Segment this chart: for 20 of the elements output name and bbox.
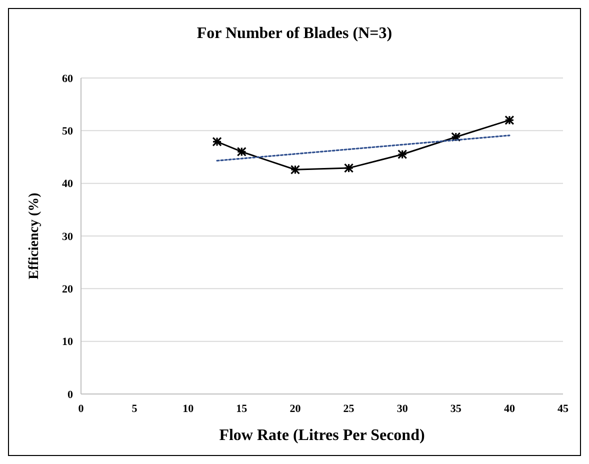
y-tick-label: 60 xyxy=(62,72,74,85)
y-tick-label: 30 xyxy=(62,230,74,243)
y-tick-label: 0 xyxy=(68,388,74,401)
x-tick-label: 15 xyxy=(236,403,248,415)
x-tick-label: 45 xyxy=(558,403,569,415)
x-tick-label: 35 xyxy=(450,403,462,415)
x-tick-label: 0 xyxy=(78,403,84,415)
y-tick-label: 10 xyxy=(62,336,74,348)
x-tick-label: 20 xyxy=(290,403,302,415)
chart-title: For Number of Blades (N=3) xyxy=(196,25,392,42)
y-axis-title: Efficiency (%) xyxy=(27,192,42,280)
y-tick-label: 40 xyxy=(62,178,74,190)
x-axis-title: Flow Rate (Litres Per Second) xyxy=(219,427,425,444)
x-tick-label: 40 xyxy=(504,403,516,415)
y-tick-label: 50 xyxy=(62,126,74,138)
y-tick-label: 20 xyxy=(62,284,74,296)
x-tick-label: 5 xyxy=(132,403,138,415)
x-tick-label: 30 xyxy=(396,403,408,415)
x-tick-label: 10 xyxy=(182,403,194,415)
x-tick-label: 25 xyxy=(343,403,355,415)
